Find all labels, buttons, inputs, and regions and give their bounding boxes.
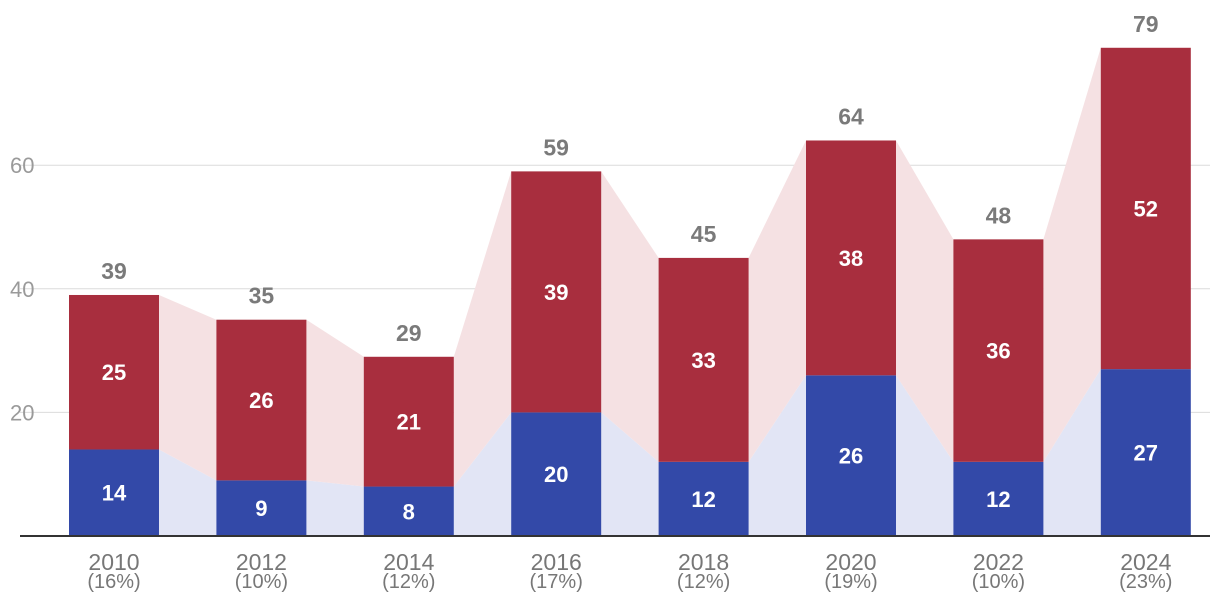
bar-bottom-value-label: 9	[255, 496, 267, 521]
bar-bottom-2018	[658, 461, 749, 536]
connector-area-top	[453, 171, 512, 487]
y-tick-label: 20	[10, 400, 34, 425]
bar-top-value-label: 25	[102, 360, 126, 385]
x-tick-sublabel: (10%)	[235, 571, 288, 592]
bar-top-2010	[69, 294, 159, 450]
connector-area-top	[601, 171, 659, 462]
bar-top-2024	[1100, 47, 1191, 370]
bar-bottom-value-label: 27	[1134, 441, 1158, 466]
bar-total-label: 35	[249, 283, 275, 309]
connector-area-top	[1043, 47, 1101, 462]
bar-bottom-2016	[511, 412, 602, 536]
bar-top-value-label: 21	[397, 410, 421, 435]
x-tick-sublabel: (12%)	[382, 571, 435, 592]
bar-top-2014	[363, 356, 454, 487]
connector-area-bottom	[306, 480, 364, 536]
bars	[69, 47, 1191, 536]
bar-bottom-value-label: 26	[839, 444, 863, 469]
labels: 1425392010(16%)926352012(10%)821292014(1…	[87, 11, 1172, 592]
bar-bottom-2014	[363, 486, 454, 536]
bar-top-value-label: 39	[544, 280, 568, 305]
bar-top-value-label: 36	[986, 339, 1010, 364]
connector-area-top	[896, 140, 954, 462]
x-tick-label: 2014	[383, 549, 434, 575]
bar-top-2022	[953, 239, 1044, 462]
bar-bottom-value-label: 12	[986, 487, 1010, 512]
bar-top-value-label: 26	[249, 388, 273, 413]
x-tick-sublabel: (10%)	[972, 571, 1025, 592]
bar-total-label: 45	[691, 221, 717, 247]
bar-bottom-2012	[216, 480, 307, 536]
bar-top-2012	[216, 319, 307, 481]
bar-total-label: 29	[396, 320, 422, 346]
bar-bottom-value-label: 20	[544, 462, 568, 487]
x-tick-sublabel: (16%)	[87, 571, 140, 592]
bar-top-value-label: 33	[691, 348, 715, 373]
connector-area-bottom	[453, 412, 512, 536]
x-tick-label: 2018	[678, 549, 729, 575]
connector-area-bottom	[748, 375, 806, 536]
x-tick-sublabel: (19%)	[824, 571, 877, 592]
bar-bottom-2022	[953, 461, 1044, 536]
connector-area-top	[159, 294, 217, 481]
x-tick-label: 2022	[973, 549, 1024, 575]
bar-bottom-2020	[806, 375, 896, 536]
x-tick-sublabel: (17%)	[530, 571, 583, 592]
bar-total-label: 39	[101, 258, 127, 284]
x-tick-label: 2010	[88, 549, 139, 575]
connector-area-bottom	[601, 412, 659, 536]
connector-area-top	[748, 140, 806, 462]
bar-bottom-2010	[69, 449, 159, 536]
bar-bottom-value-label: 12	[691, 487, 715, 512]
x-tick-label: 2024	[1120, 549, 1171, 575]
x-tick-label: 2012	[236, 549, 287, 575]
bar-top-2020	[806, 140, 896, 376]
connector-area-bottom	[159, 449, 217, 536]
y-tick-label: 60	[10, 153, 34, 178]
bar-total-label: 64	[838, 103, 864, 129]
connector-areas	[159, 47, 1101, 536]
bar-bottom-2024	[1100, 369, 1191, 536]
bar-top-value-label: 52	[1134, 196, 1158, 221]
bar-top-2018	[658, 257, 749, 462]
bar-bottom-value-label: 14	[102, 481, 127, 506]
bar-total-label: 59	[543, 134, 569, 160]
bar-top-2016	[511, 171, 602, 413]
bar-bottom-value-label: 8	[403, 499, 415, 524]
connector-area-top	[306, 319, 364, 487]
connector-area-bottom	[896, 375, 954, 536]
x-tick-sublabel: (12%)	[677, 571, 730, 592]
connector-area-bottom	[1043, 369, 1101, 536]
x-tick-label: 2020	[825, 549, 876, 575]
y-tick-label: 40	[10, 277, 34, 302]
x-tick-label: 2016	[531, 549, 582, 575]
x-tick-sublabel: (23%)	[1119, 571, 1172, 592]
bar-top-value-label: 38	[839, 246, 863, 271]
bar-total-label: 79	[1133, 11, 1159, 37]
bar-total-label: 48	[986, 202, 1012, 228]
